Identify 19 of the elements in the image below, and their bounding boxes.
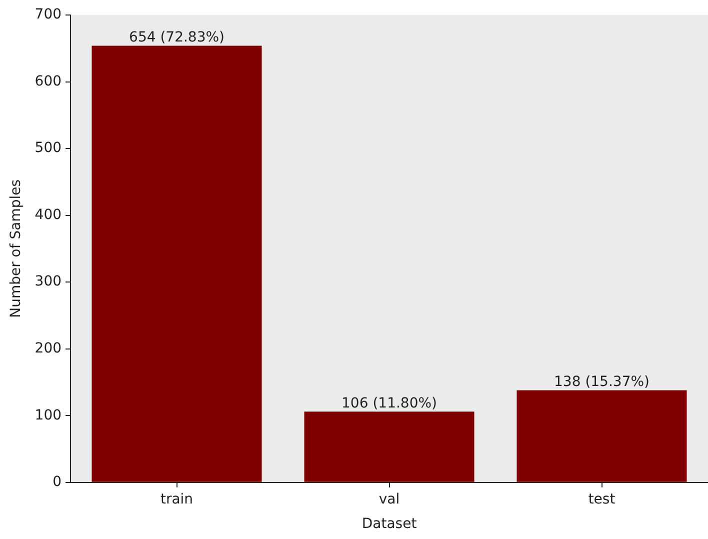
- bar: [92, 46, 262, 482]
- y-tick-label: 700: [34, 6, 62, 23]
- y-tick-label: 200: [34, 340, 62, 356]
- x-tick-label: val: [378, 491, 400, 508]
- x-axis-title: Dataset: [362, 516, 418, 532]
- y-tick-label: 400: [34, 206, 62, 223]
- x-tick-label: train: [160, 491, 194, 508]
- data-label: 106 (11.80%): [342, 395, 438, 412]
- bar: [304, 412, 474, 482]
- y-tick-label: 0: [52, 474, 62, 490]
- data-label: 654 (72.83%): [129, 29, 225, 46]
- y-tick-label: 100: [34, 407, 62, 424]
- y-axis-title: Number of Samples: [8, 179, 24, 318]
- y-tick-label: 600: [34, 73, 62, 90]
- data-label: 138 (15.37%): [554, 374, 650, 390]
- y-tick-label: 300: [34, 274, 62, 290]
- x-tick-label: test: [588, 491, 616, 508]
- bar: [516, 390, 687, 482]
- y-tick-label: 500: [34, 140, 62, 156]
